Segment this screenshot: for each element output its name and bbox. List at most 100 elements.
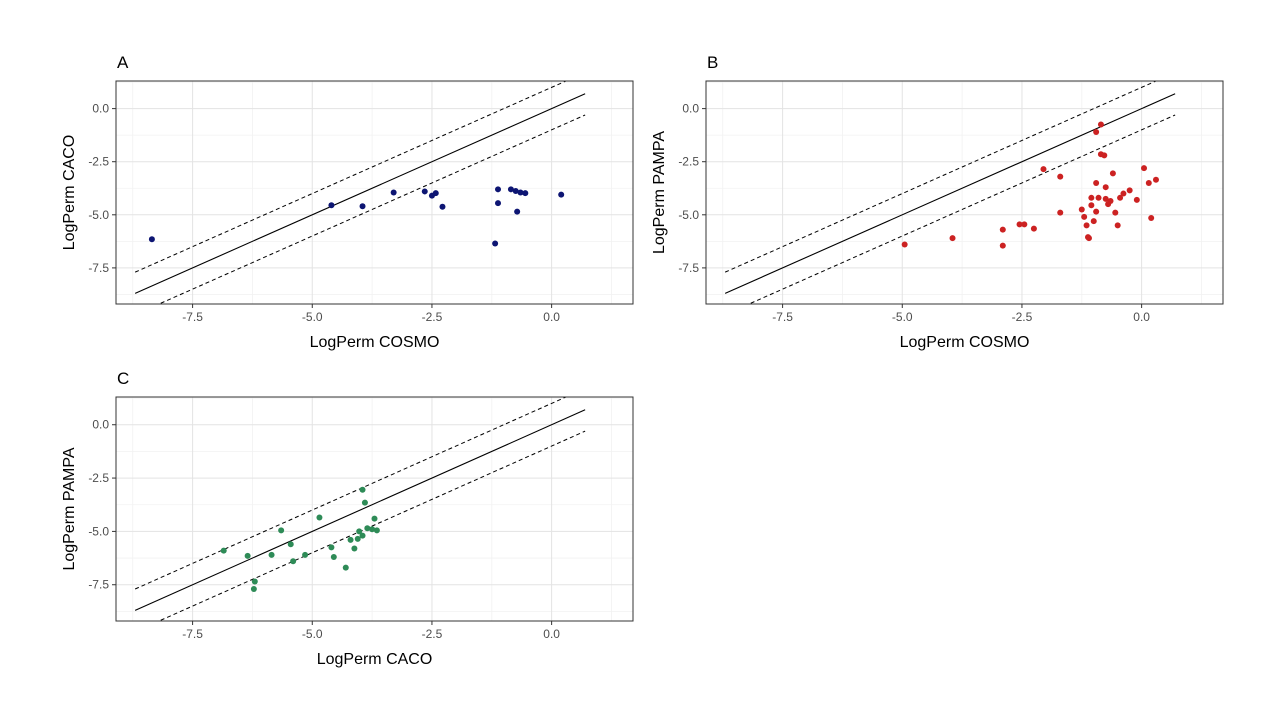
panel-a-data-point — [495, 200, 502, 207]
panel-b-data-point — [949, 235, 956, 242]
panel-b-data-point — [1133, 196, 1140, 203]
panel-b-ticks: -7.5 -5.0 -2.5 0.0 0.0 -2.5 -5.0 -7.5 — [678, 102, 1150, 324]
panel-a-data-point — [522, 190, 529, 197]
panel-b-data-point — [1107, 197, 1114, 204]
panel-c-data-point — [347, 536, 354, 543]
panel-b-x-axis-title: LogPerm COSMO — [900, 334, 1030, 351]
panel-a-data-point — [432, 190, 439, 197]
panel-c-x-tick-label: -7.5 — [182, 627, 203, 641]
panel-c-y-tick-label: -2.5 — [88, 471, 109, 485]
panel-a-points — [148, 186, 565, 247]
panel-c-data-point — [278, 527, 285, 534]
panel-b-data-point — [1085, 235, 1092, 242]
panel-b-data-point — [999, 226, 1006, 233]
panel-b-label: B — [707, 53, 718, 72]
panel-a: -7.5 -5.0 -2.5 0.0 0.0 -2.5 -5.0 -7.5 A LogPerm C… — [61, 53, 634, 351]
panel-a-y-tick-label: -7.5 — [88, 261, 109, 275]
panel-a-data-point — [517, 189, 524, 196]
panel-b-x-tick-label: -2.5 — [1012, 310, 1033, 324]
panel-c-data-point — [330, 554, 337, 560]
panel-b-data-point — [1088, 194, 1095, 201]
panel-c-gridlines — [116, 397, 633, 621]
panel-b-y-tick-label: 0.0 — [682, 102, 699, 116]
panel-a-data-point — [328, 202, 335, 209]
panel-a-border — [115, 80, 634, 305]
panel-a-data-point — [507, 186, 514, 193]
panel-b-data-point — [1126, 187, 1133, 194]
panel-b-data-point — [1016, 221, 1023, 228]
panel-b-data-point — [1057, 209, 1064, 216]
panel-b-upper-band-line — [724, 81, 1158, 273]
panel-a-identity-line — [134, 93, 586, 294]
panel-b-data-point — [1101, 152, 1108, 159]
panel-c-data-point — [302, 551, 309, 558]
panel-b: -7.5 -5.0 -2.5 0.0 0.0 -2.5 -5.0 -7.5 B LogPerm C… — [651, 53, 1224, 351]
panel-c-data-point — [290, 558, 297, 565]
panel-b-points — [901, 121, 1159, 249]
panel-b-data-point — [1117, 194, 1124, 201]
panel-b-data-point — [1057, 173, 1064, 180]
panel-a-data-point — [558, 191, 565, 198]
panel-c-data-point — [244, 552, 251, 559]
panel-b-data-point — [1093, 128, 1100, 135]
panel-c-x-tick-label: -5.0 — [302, 627, 323, 641]
panel-c-border — [115, 396, 634, 622]
panel-c-data-point — [364, 525, 371, 532]
panel-a-data-point — [359, 203, 366, 210]
panel-c-plot-area — [116, 397, 633, 621]
panel-a-lower-band-line — [157, 114, 586, 304]
panel-b-data-point — [1145, 179, 1152, 186]
panel-a-gridlines — [116, 81, 633, 304]
panel-b-x-tick-label: 0.0 — [1133, 310, 1150, 324]
panel-b-y-axis-title: LogPerm PAMPA — [651, 131, 668, 254]
panel-b-data-point — [1141, 165, 1148, 172]
panel-b-border — [705, 80, 1224, 305]
panel-c-data-point — [373, 527, 380, 534]
panel-c-data-point — [250, 586, 257, 592]
panel-a-x-tick-label: -2.5 — [422, 310, 443, 324]
panel-a-x-tick-label: 0.0 — [543, 310, 560, 324]
panel-b-x-tick-label: -7.5 — [772, 310, 793, 324]
panel-a-data-point — [421, 188, 428, 195]
panel-b-data-point — [1120, 190, 1127, 197]
panel-b-data-point — [1095, 194, 1102, 201]
panel-a-y-tick-label: -5.0 — [88, 208, 109, 222]
panel-b-data-point — [1078, 206, 1085, 213]
panel-c-y-tick-label: -7.5 — [88, 578, 109, 592]
panel-b-data-point — [1040, 166, 1047, 173]
panel-b-y-tick-label: -2.5 — [678, 155, 699, 169]
panel-a-upper-band-line — [134, 81, 568, 273]
panel-c-data-point — [369, 526, 376, 533]
panel-a-y-tick-label: 0.0 — [92, 102, 109, 116]
panel-c-data-point — [359, 486, 366, 493]
panel-b-plot-area — [706, 81, 1223, 304]
panel-a-ticks: -7.5 -5.0 -2.5 0.0 0.0 -2.5 -5.0 -7.5 — [88, 102, 560, 324]
panel-b-data-point — [999, 242, 1006, 249]
panel-c-y-tick-label: -5.0 — [88, 524, 109, 538]
panel-b-data-point — [1148, 214, 1155, 221]
panel-c-data-point — [328, 544, 335, 551]
panel-c-data-point — [342, 564, 349, 571]
panel-a-reference-lines — [134, 81, 586, 304]
panel-c-x-axis-title: LogPerm CACO — [317, 651, 433, 668]
panel-a-label: A — [117, 53, 129, 72]
panel-a-x-tick-label: -5.0 — [302, 310, 323, 324]
panel-c-data-point — [371, 515, 378, 522]
panel-a-data-point — [495, 186, 502, 193]
panel-c-data-point — [268, 551, 275, 558]
panel-b-data-point — [1097, 121, 1104, 128]
panel-c-data-point — [287, 541, 294, 548]
panel-c-x-tick-label: -2.5 — [422, 627, 443, 641]
panel-a-data-point — [148, 236, 155, 243]
panel-b-y-tick-label: -7.5 — [678, 261, 699, 275]
panel-b-data-point — [1102, 195, 1109, 202]
panel-b-data-point — [901, 241, 908, 248]
panel-a-y-axis-title: LogPerm CACO — [61, 135, 78, 251]
panel-b-data-point — [1093, 179, 1100, 186]
panel-b-data-point — [1090, 218, 1097, 225]
panel-c-identity-line — [134, 409, 586, 611]
panel-a-data-point — [512, 188, 519, 195]
panel-c-data-point — [356, 528, 363, 535]
panel-a-data-point — [514, 208, 521, 215]
